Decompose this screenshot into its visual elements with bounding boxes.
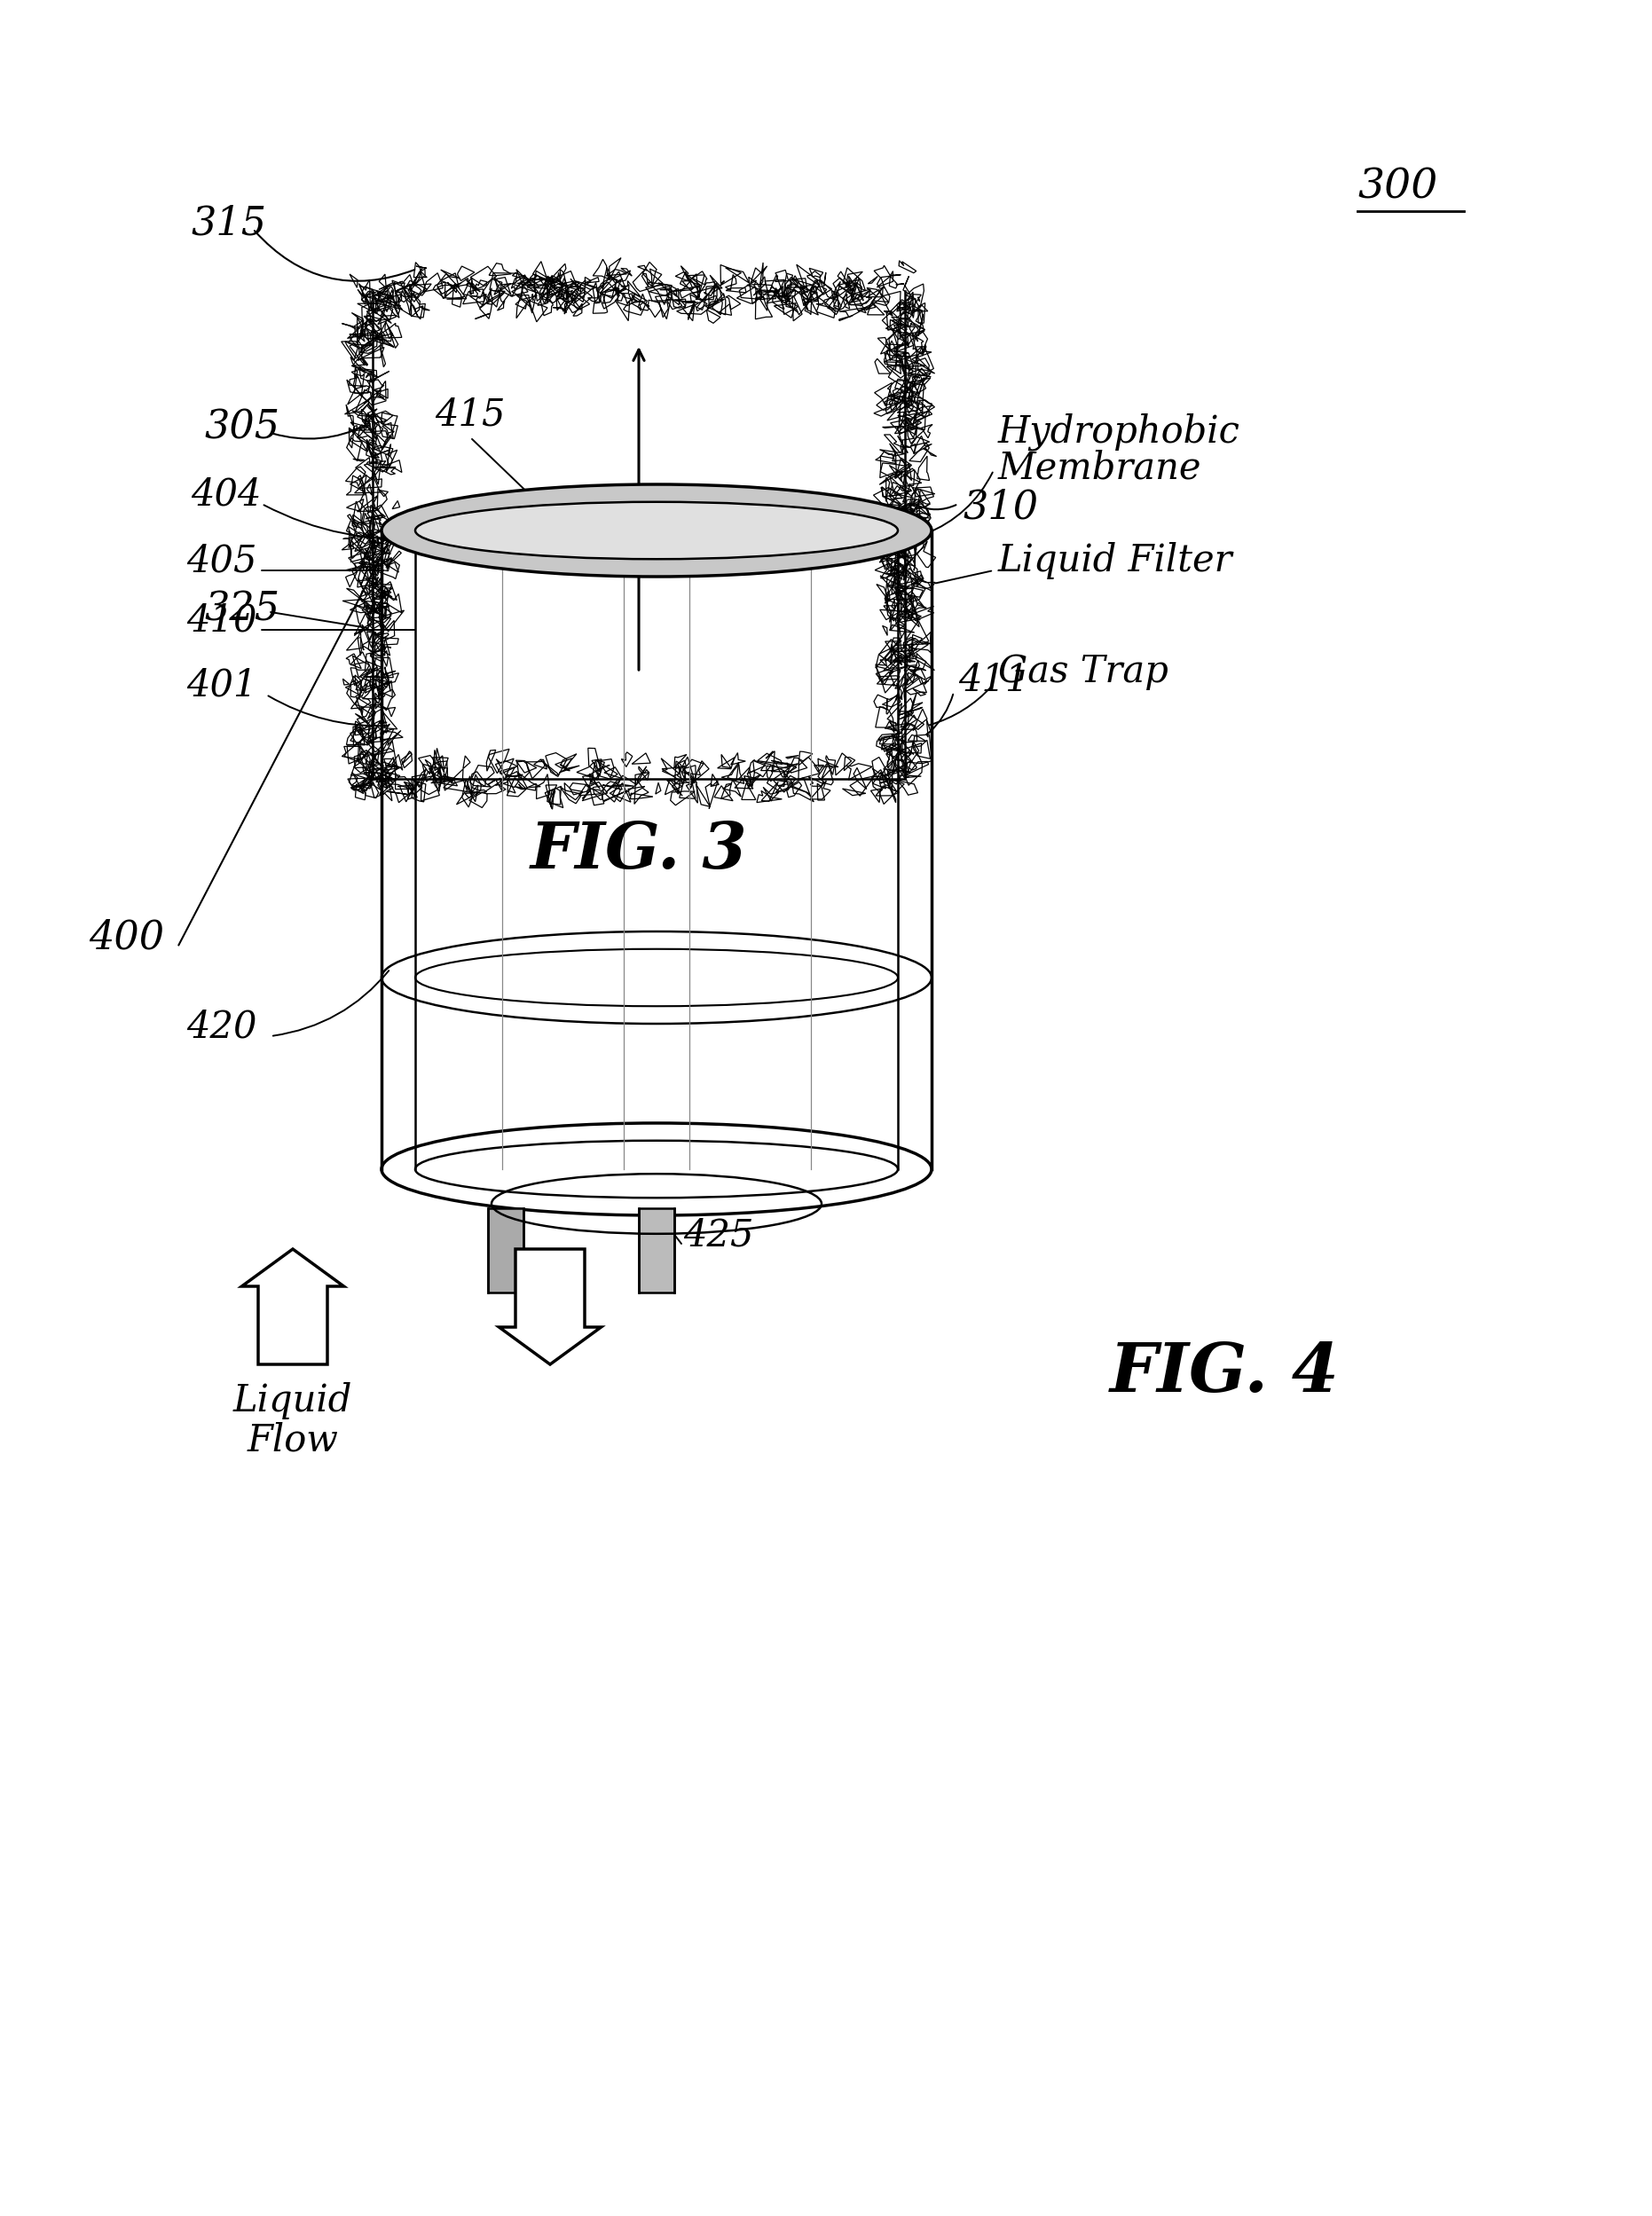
Text: 325: 325 (205, 589, 279, 627)
Text: 411: 411 (958, 663, 1029, 698)
Text: 415: 415 (434, 397, 506, 432)
Ellipse shape (415, 501, 899, 558)
Text: 401: 401 (187, 667, 256, 702)
Ellipse shape (382, 485, 932, 576)
Text: 420: 420 (187, 1008, 256, 1046)
Bar (487, 1208, 524, 1292)
Text: 404: 404 (190, 476, 261, 512)
Text: Liquid Filter: Liquid Filter (998, 543, 1232, 578)
FancyArrow shape (241, 1250, 344, 1365)
FancyArrow shape (499, 1250, 601, 1365)
Text: 305: 305 (205, 408, 279, 445)
Text: Flow: Flow (248, 1423, 339, 1460)
Text: Liquid: Liquid (233, 1383, 352, 1420)
Text: 310: 310 (963, 488, 1037, 525)
Text: FIG. 4: FIG. 4 (1110, 1341, 1340, 1407)
Text: Gas Trap: Gas Trap (998, 654, 1168, 689)
Text: FIG. 3: FIG. 3 (530, 818, 747, 882)
Text: 300: 300 (1358, 166, 1437, 206)
Text: Membrane: Membrane (998, 450, 1201, 485)
Text: 425: 425 (684, 1217, 753, 1254)
Text: Hydrophobic: Hydrophobic (998, 412, 1241, 450)
Text: 405: 405 (187, 543, 256, 578)
Text: 400: 400 (89, 917, 164, 957)
Text: 315: 315 (190, 204, 266, 242)
Text: 410: 410 (187, 601, 256, 638)
Bar (639, 1208, 674, 1292)
